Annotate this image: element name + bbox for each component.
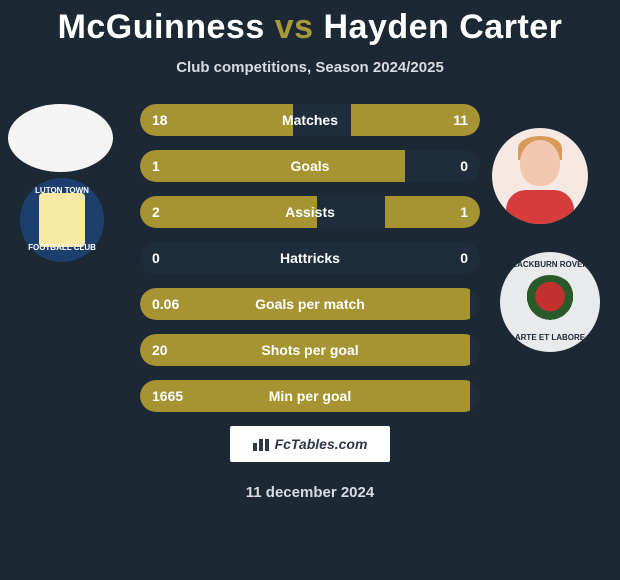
club-right-crest-icon: [523, 275, 577, 329]
comparison-date: 11 december 2024: [0, 484, 620, 501]
stat-label: Assists: [140, 196, 480, 228]
player-right-shirt-icon: [506, 190, 574, 224]
stat-row: 1665Min per goal: [140, 380, 480, 412]
stat-row: 0.06Goals per match: [140, 288, 480, 320]
comparison-subtitle: Club competitions, Season 2024/2025: [0, 59, 620, 76]
club-left-name-bottom: FOOTBALL CLUB: [23, 244, 101, 253]
club-left-name-top: LUTON TOWN: [23, 187, 101, 196]
watermark-text: FcTables.com: [275, 436, 368, 452]
watermark: FcTables.com: [230, 426, 390, 462]
stat-label: Matches: [140, 104, 480, 136]
player-right-avatar: [492, 128, 588, 224]
club-left-crest-icon: [39, 193, 85, 247]
stat-label: Shots per goal: [140, 334, 480, 366]
stat-row: 21Assists: [140, 196, 480, 228]
club-right-name-top: BLACKBURN ROVERS: [506, 260, 593, 269]
club-left-badge: LUTON TOWN FOOTBALL CLUB: [20, 178, 104, 262]
title-vs: vs: [275, 8, 314, 46]
stat-row: 20Shots per goal: [140, 334, 480, 366]
title-left-player: McGuinness: [58, 8, 265, 46]
player-left-avatar: [8, 104, 113, 172]
stat-row: 00Hattricks: [140, 242, 480, 274]
stat-label: Goals: [140, 150, 480, 182]
title-right-player: Hayden Carter: [323, 8, 562, 46]
bar-chart-icon: [253, 437, 271, 451]
club-right-name-bottom: ARTE ET LABORE: [515, 333, 585, 342]
stat-label: Hattricks: [140, 242, 480, 274]
stat-label: Goals per match: [140, 288, 480, 320]
stat-label: Min per goal: [140, 380, 480, 412]
club-right-badge: BLACKBURN ROVERS ARTE ET LABORE: [500, 252, 600, 352]
stats-container: 1811Matches 10Goals 21Assists 00Hattricks 0.…: [140, 104, 480, 412]
stat-row: 1811Matches: [140, 104, 480, 136]
stat-row: 10Goals: [140, 150, 480, 182]
comparison-title: McGuinness vs Hayden Carter: [0, 0, 620, 47]
